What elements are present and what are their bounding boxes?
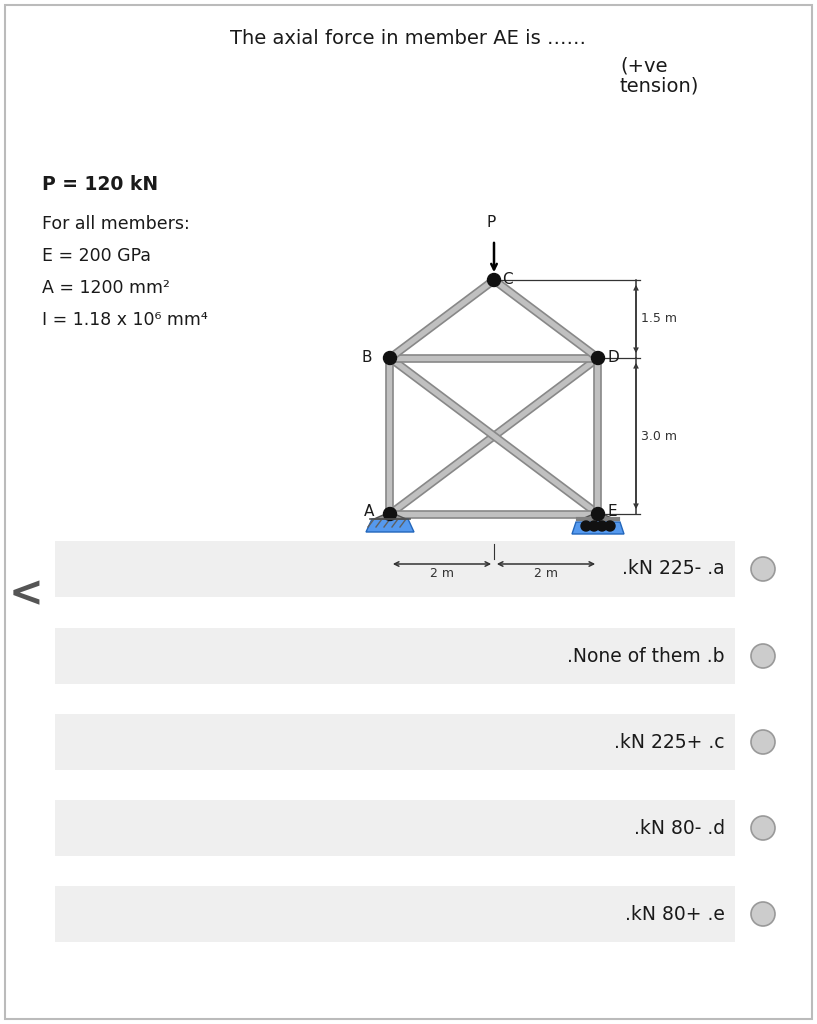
- Circle shape: [751, 730, 775, 754]
- Text: .kN 80- .d: .kN 80- .d: [634, 818, 725, 838]
- Text: .kN 80+ .e: .kN 80+ .e: [625, 904, 725, 924]
- Polygon shape: [388, 355, 600, 517]
- Text: B: B: [361, 350, 372, 366]
- Text: 2 m: 2 m: [430, 567, 454, 580]
- Text: The axial force in member AE is ……: The axial force in member AE is ……: [230, 30, 586, 48]
- Text: 3.0 m: 3.0 m: [641, 429, 677, 442]
- Polygon shape: [374, 512, 406, 519]
- Text: E = 200 GPa: E = 200 GPa: [42, 247, 151, 265]
- Text: E: E: [608, 505, 618, 519]
- Polygon shape: [582, 512, 614, 519]
- Text: tension): tension): [620, 77, 699, 95]
- Text: .kN 225+ .c: .kN 225+ .c: [614, 732, 725, 752]
- Text: <: <: [8, 573, 43, 615]
- Polygon shape: [492, 278, 600, 360]
- Circle shape: [589, 521, 599, 531]
- Text: 1.5 m: 1.5 m: [641, 312, 677, 326]
- FancyBboxPatch shape: [55, 886, 735, 942]
- Polygon shape: [390, 354, 598, 361]
- Polygon shape: [388, 278, 496, 360]
- Polygon shape: [388, 355, 600, 517]
- Text: For all members:: For all members:: [42, 215, 190, 233]
- Circle shape: [383, 351, 396, 365]
- Circle shape: [592, 508, 605, 520]
- Circle shape: [581, 521, 591, 531]
- Circle shape: [597, 521, 607, 531]
- Polygon shape: [595, 358, 601, 514]
- FancyBboxPatch shape: [5, 5, 812, 1019]
- Text: P = 120 kN: P = 120 kN: [42, 174, 158, 194]
- Circle shape: [592, 351, 605, 365]
- Circle shape: [751, 557, 775, 581]
- Text: (+ve: (+ve: [620, 56, 667, 76]
- FancyBboxPatch shape: [55, 714, 735, 770]
- Circle shape: [751, 644, 775, 668]
- FancyBboxPatch shape: [55, 800, 735, 856]
- Circle shape: [488, 273, 501, 287]
- Polygon shape: [572, 522, 624, 534]
- Polygon shape: [386, 358, 394, 514]
- Circle shape: [383, 508, 396, 520]
- Text: A: A: [364, 505, 374, 519]
- Text: I = 1.18 x 10⁶ mm⁴: I = 1.18 x 10⁶ mm⁴: [42, 311, 208, 329]
- Polygon shape: [390, 511, 598, 517]
- Text: .kN 225- .a: .kN 225- .a: [623, 559, 725, 579]
- FancyBboxPatch shape: [55, 541, 735, 597]
- Text: .None of them .b: .None of them .b: [568, 646, 725, 666]
- Circle shape: [751, 816, 775, 840]
- Circle shape: [751, 902, 775, 926]
- Polygon shape: [366, 519, 414, 532]
- Circle shape: [605, 521, 615, 531]
- Text: A = 1200 mm²: A = 1200 mm²: [42, 279, 170, 297]
- Text: 2 m: 2 m: [534, 567, 558, 580]
- Text: D: D: [608, 350, 620, 366]
- FancyBboxPatch shape: [55, 628, 735, 684]
- Text: P: P: [486, 215, 496, 230]
- Text: C: C: [502, 272, 512, 288]
